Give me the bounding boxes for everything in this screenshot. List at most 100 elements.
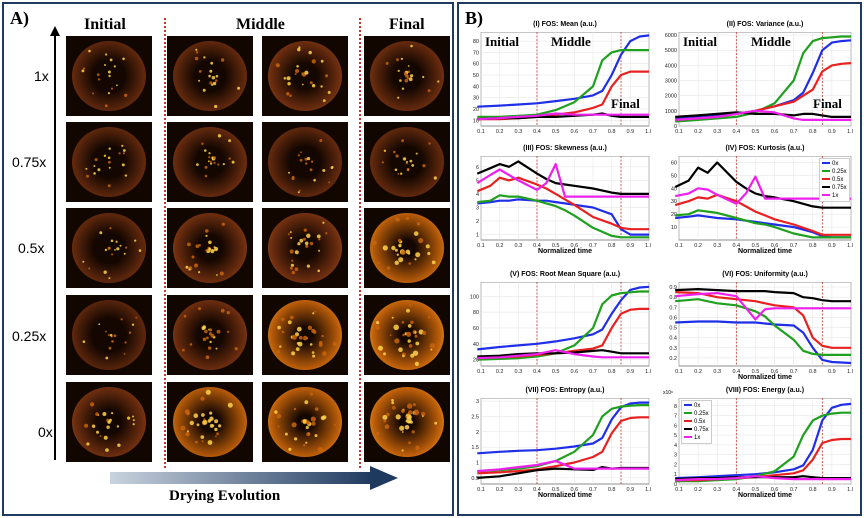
x-tick-label: 0.7: [790, 129, 798, 135]
legend-swatch: [822, 162, 830, 165]
chart-legend: 0x 0.25x 0.5x 0.75x 1x: [681, 400, 712, 444]
y-tick-label: 4000: [665, 63, 677, 69]
series-line-1x: [675, 109, 851, 122]
x-tick-label: 0.7: [589, 243, 597, 249]
x-tick-label: 0.5: [552, 487, 560, 493]
legend-item: 0.5x: [684, 418, 709, 426]
x-tick-label: 0.9: [627, 369, 635, 375]
legend-item: 1x: [684, 434, 709, 442]
y-tick-label: 6: [674, 423, 677, 429]
micrograph-tile: [262, 36, 348, 116]
micrograph-tile: [66, 208, 152, 288]
y-tick-label: 50: [473, 73, 479, 79]
x-tick-label: 1.0: [847, 369, 853, 375]
x-tick-label: 0.5: [752, 487, 760, 493]
annotation-middle: Middle: [551, 34, 591, 49]
stage-initial-label: Initial: [84, 16, 126, 33]
y-tick-label: 3: [476, 399, 479, 405]
series-line-0.5x: [675, 291, 851, 349]
y-tick-label: 0.5: [669, 326, 677, 332]
x-tick-label: 0.4: [733, 487, 741, 493]
chart-title: (IV) FOS: Kurtosis (a.u.): [725, 145, 805, 152]
x-tick-label: 0.9: [828, 369, 836, 375]
micrograph-tile: [167, 208, 253, 288]
y-tick-label: 60: [671, 160, 677, 166]
conc-label-075x: 0.75x: [12, 154, 47, 170]
droplet-speckles: [275, 46, 331, 102]
y-tick-label: 40: [473, 84, 479, 90]
x-tick-label: 0.5: [552, 129, 560, 135]
x-tick-label: 0.9: [828, 243, 836, 249]
annotation-initial: Initial: [683, 34, 717, 49]
micrograph-tile: [66, 36, 152, 116]
x-axis-label: Normalized time: [737, 248, 793, 255]
x-tick-label: 0.5: [752, 243, 760, 249]
x-tick-label: 0.7: [589, 369, 597, 375]
series-line-0.75x: [674, 161, 851, 209]
series-line-1x: [477, 349, 649, 360]
x-tick-label: 0.1: [675, 487, 683, 493]
droplet-speckles: [276, 310, 337, 358]
chart-title: (II) FOS: Variance (a.u.): [726, 21, 804, 28]
droplet-speckles: [381, 139, 437, 180]
micrograph-tile: [364, 36, 450, 116]
y-tick-label: 0.6: [669, 315, 677, 321]
y-tick-label: 40: [671, 186, 677, 192]
chart-2: 0 1000 2000 3000 4000 5000 6000 0.1 0.2 0.3 0.4 0.5…: [665, 32, 853, 135]
droplet-speckles: [82, 227, 142, 280]
y-tick-label: 3: [674, 453, 677, 459]
series-line-0.25x: [477, 403, 649, 473]
series-line-0x: [477, 34, 650, 108]
legend-label: 1x: [832, 193, 839, 199]
y-tick-label: 2: [476, 430, 479, 436]
legend-item: 0.75x: [822, 184, 847, 192]
legend-item: 0.25x: [822, 168, 847, 176]
y-tick-label: 10: [473, 118, 479, 124]
droplet-speckles: [274, 392, 336, 453]
y-tick-label: 0.7: [669, 305, 677, 311]
y-tick-label: 0: [674, 124, 677, 130]
droplet-speckles: [180, 389, 233, 445]
legend-item: 0x: [822, 160, 847, 168]
x-tick-label: 0.2: [496, 369, 504, 375]
annotation-middle: Middle: [751, 34, 791, 49]
y-tick-label: 10: [671, 225, 677, 231]
x-tick-label: 0.6: [571, 243, 579, 249]
series-line-0.5x: [477, 416, 649, 475]
legend-swatch: [684, 412, 692, 415]
legend-swatch: [684, 436, 692, 439]
micrograph-tile: [262, 208, 348, 288]
chart-title: (I) FOS: Mean (a.u.): [533, 21, 597, 28]
y-tick-label: 0.5: [471, 476, 479, 482]
series-line-0.25x: [675, 298, 851, 357]
droplet-speckles: [84, 402, 135, 452]
y-tick-label: 5: [674, 433, 677, 439]
x-tick-label: 0.3: [515, 129, 523, 135]
x-tick-label: 1.0: [847, 243, 853, 249]
x-tick-label: 0.8: [809, 129, 817, 135]
x-tick-label: 1.0: [645, 487, 651, 493]
series-line-0.25x: [477, 194, 649, 239]
micrograph-tile: [364, 382, 450, 462]
y-tick-label: 8: [674, 404, 677, 410]
y-tick-label: 1000: [665, 109, 677, 115]
droplet-speckles: [182, 307, 238, 359]
y-tick-label: 50: [671, 173, 677, 179]
legend-label: 0x: [694, 403, 701, 409]
chart-5: 20 40 60 80 100 0.1 0.2 0.3 0.4 0.5 0.6 0.7 0.8 0.9 1.…: [470, 282, 651, 375]
x-tick-label: 0.2: [496, 487, 504, 493]
y-tick-label: 3: [476, 205, 479, 211]
y-tick-label: 2: [476, 219, 479, 225]
y-tick-label: 1: [476, 233, 479, 239]
x-tick-label: 0.6: [771, 129, 779, 135]
x-tick-label: 0.8: [608, 129, 616, 135]
y-tick-label: 60: [473, 62, 479, 68]
x-tick-label: 0.6: [571, 369, 579, 375]
y-tick-label: 30: [671, 199, 677, 205]
x-tick-label: 0.1: [477, 369, 485, 375]
chart-title: (III) FOS: Skewness (a.u.): [523, 145, 607, 152]
x-tick-label: 0.3: [515, 243, 523, 249]
micrograph-tile: [66, 295, 152, 375]
conc-label-025x: 0.25x: [12, 328, 47, 344]
droplet-speckles: [287, 221, 328, 275]
